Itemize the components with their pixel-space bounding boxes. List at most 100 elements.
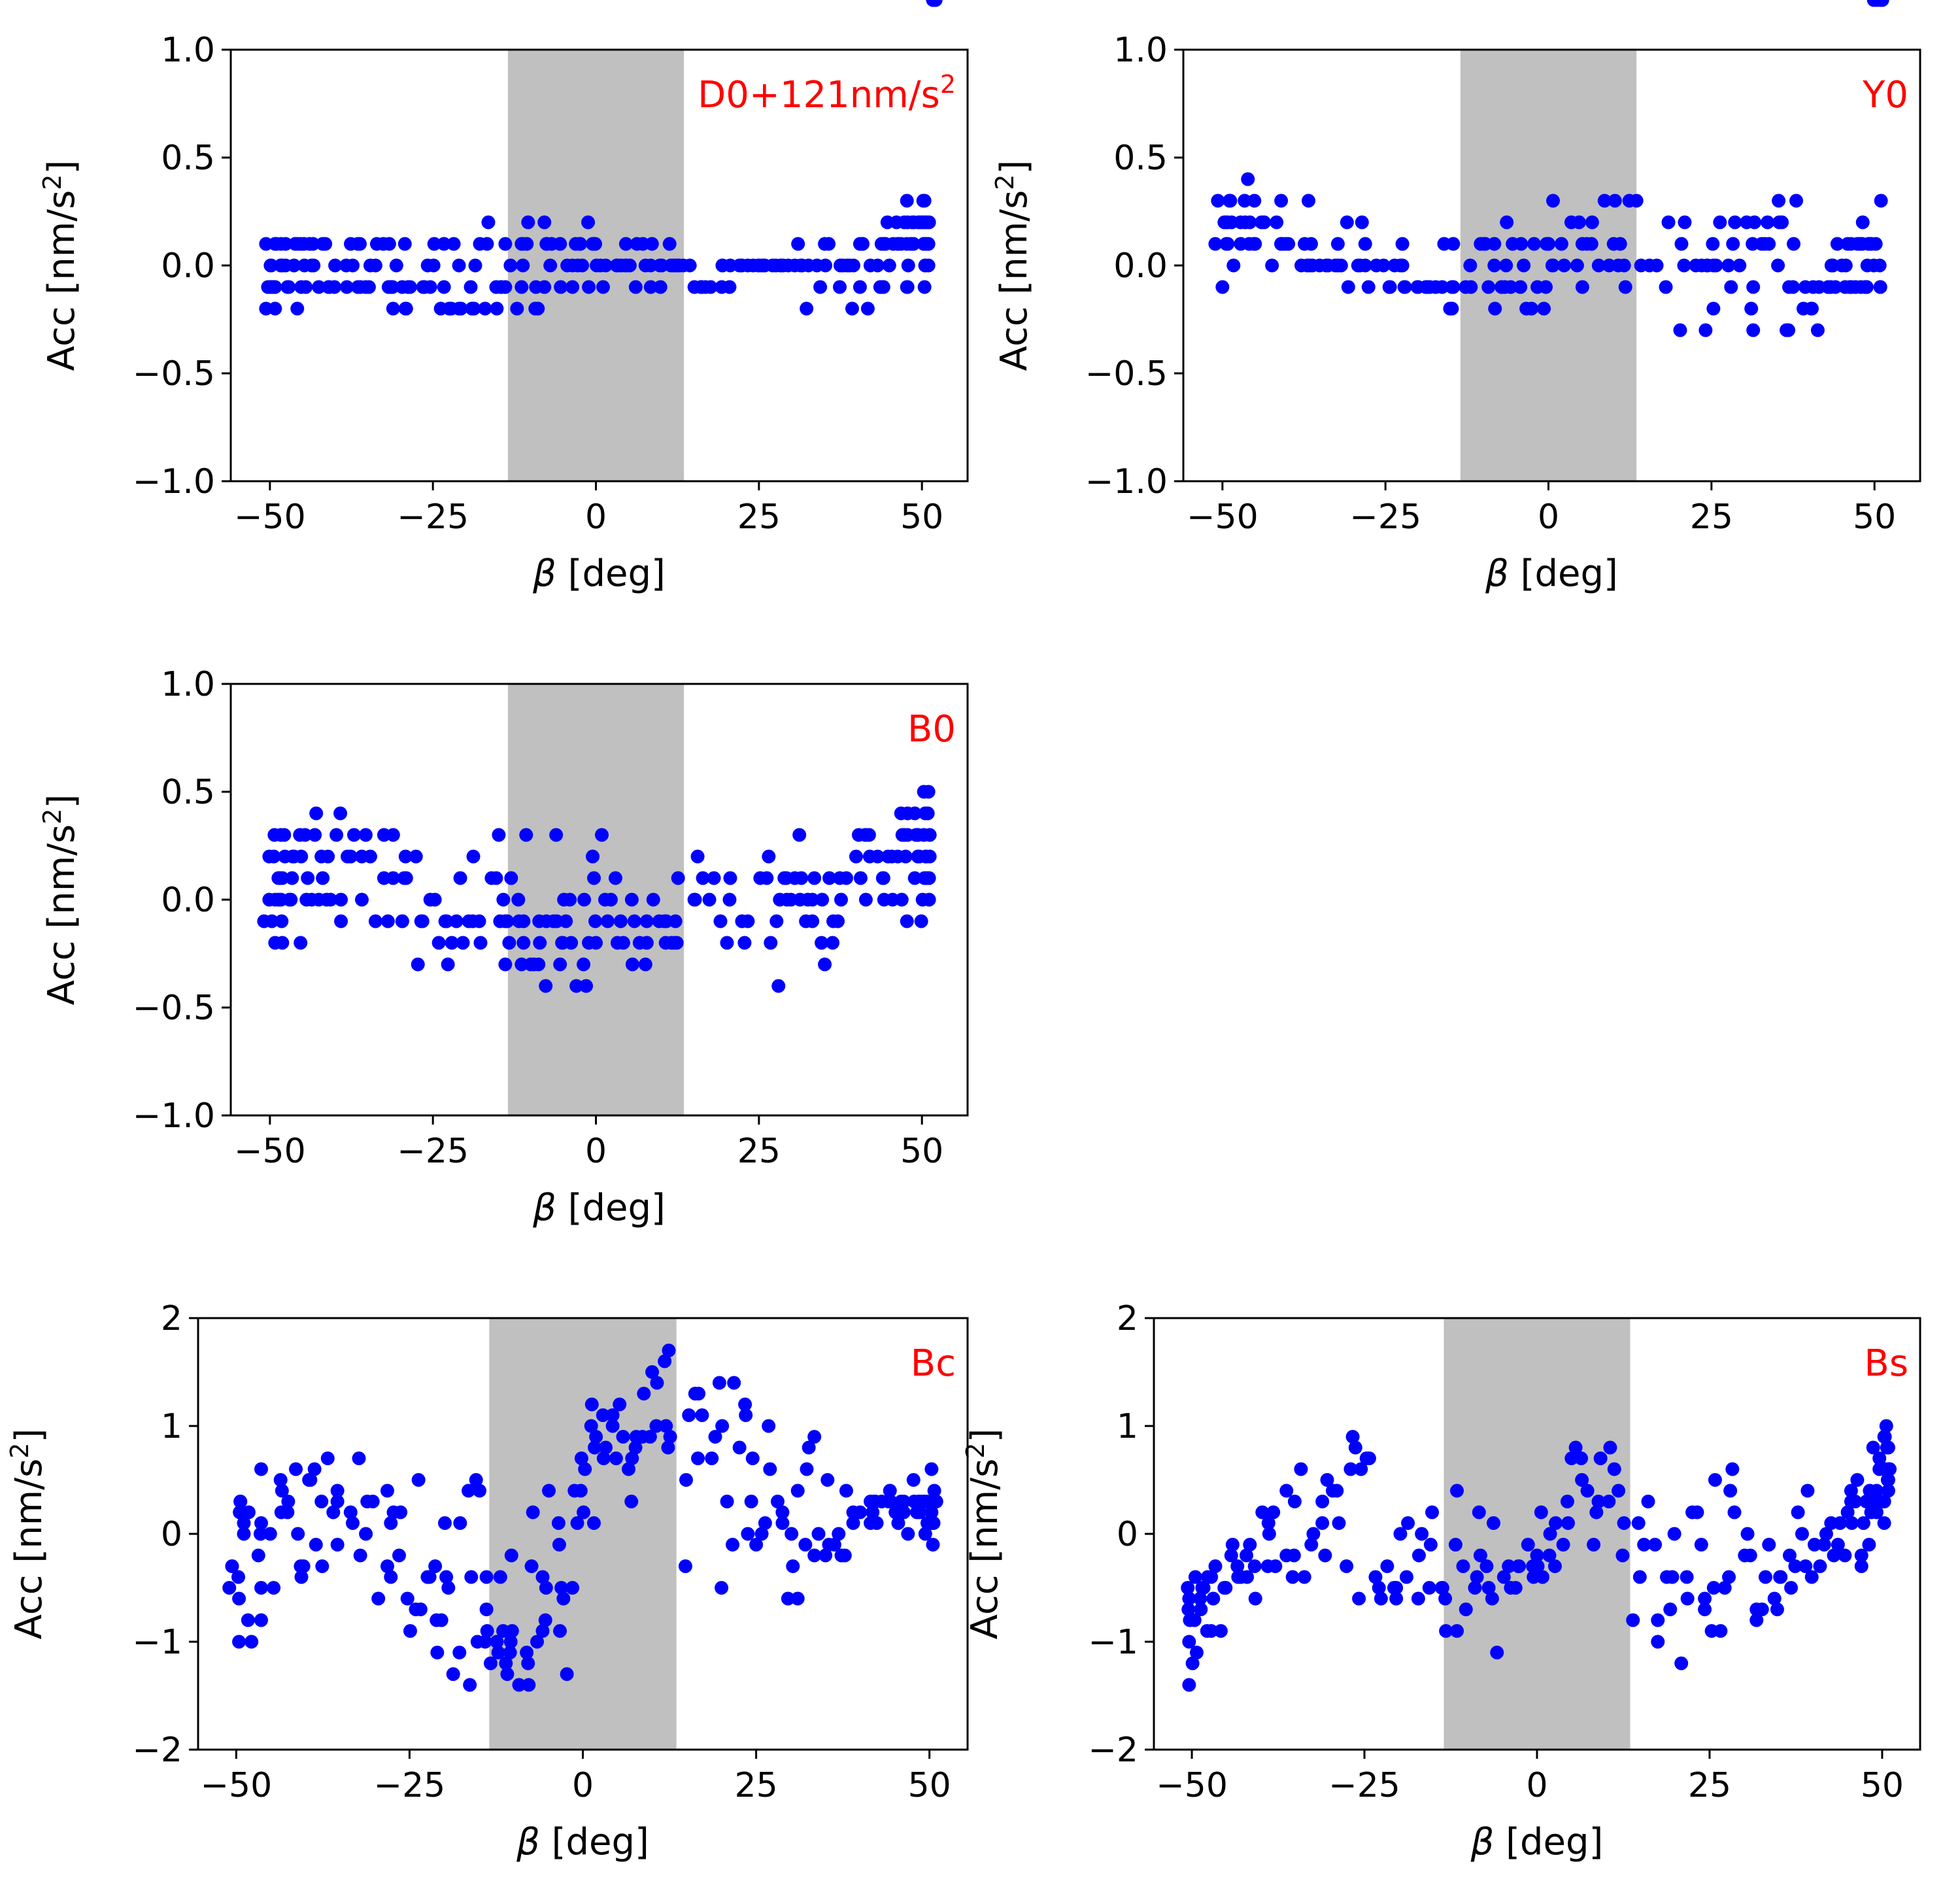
data-point: [498, 957, 513, 972]
data-point: [1368, 1570, 1383, 1584]
x-axis-label: β [deg]: [532, 552, 666, 595]
data-point: [1513, 280, 1528, 294]
data-point: [1226, 258, 1241, 273]
y-tick-label: 1.0: [161, 31, 215, 70]
data-point: [1708, 1473, 1722, 1487]
data-point: [287, 258, 301, 273]
x-tick-label: −25: [374, 1766, 446, 1805]
y-tick-label: 0.5: [161, 139, 215, 178]
x-tick-label: 0: [585, 1132, 607, 1171]
data-point: [573, 1484, 588, 1498]
data-point: [586, 1516, 601, 1530]
data-point: [1248, 1591, 1262, 1606]
data-point: [802, 1440, 816, 1455]
data-point: [741, 914, 755, 928]
data-point: [627, 914, 641, 928]
data-point: [328, 258, 343, 273]
data-point: [1241, 172, 1255, 186]
data-point: [437, 280, 451, 294]
data-point: [1593, 1451, 1608, 1465]
data-point: [1521, 1538, 1535, 1552]
data-point: [291, 1527, 305, 1541]
data-point: [723, 871, 737, 885]
data-point: [605, 1408, 620, 1422]
data-point: [645, 1365, 660, 1379]
data-point: [598, 258, 613, 273]
data-point: [659, 1419, 673, 1433]
data-point: [241, 1613, 255, 1627]
panel-label: D0+121nm/s2: [698, 70, 956, 116]
data-point: [511, 892, 526, 907]
y-tick-label: −1: [1088, 1623, 1138, 1662]
data-point: [502, 936, 516, 950]
data-point: [1608, 194, 1622, 208]
y-tick-label: 0.0: [161, 881, 215, 920]
data-point: [769, 914, 784, 928]
data-point: [671, 871, 685, 885]
x-axis-label: β [deg]: [1485, 552, 1618, 595]
data-point: [1508, 1581, 1523, 1595]
data-point: [1279, 1484, 1294, 1498]
data-point: [1543, 1527, 1557, 1541]
data-point: [1348, 1440, 1362, 1455]
x-tick-label: 50: [1861, 1766, 1904, 1805]
data-point: [678, 1559, 692, 1573]
data-point: [1706, 1581, 1721, 1595]
data-point: [386, 828, 400, 842]
scatter-series: [222, 0, 943, 1692]
data-point: [539, 1581, 553, 1595]
data-point: [463, 1678, 477, 1692]
data-point: [231, 1570, 246, 1584]
data-point: [1223, 194, 1237, 208]
data-point: [1877, 1516, 1891, 1530]
data-point: [1680, 1570, 1694, 1584]
data-point: [1545, 258, 1559, 273]
data-point: [738, 1397, 752, 1412]
data-point: [578, 1462, 592, 1476]
data-point: [263, 1527, 277, 1541]
data-point: [1248, 237, 1262, 251]
data-point: [456, 936, 470, 950]
data-point: [1353, 258, 1367, 273]
data-point: [431, 936, 446, 950]
data-point: [1727, 1505, 1742, 1519]
data-point: [322, 280, 337, 294]
data-point: [409, 849, 423, 864]
data-point: [316, 871, 330, 885]
data-point: [1667, 1527, 1681, 1541]
x-tick-label: −50: [1156, 1766, 1228, 1805]
data-point: [628, 1440, 643, 1455]
data-point: [281, 1495, 296, 1508]
data-point: [1301, 194, 1315, 208]
data-point: [275, 871, 290, 885]
data-point: [346, 258, 360, 273]
x-tick-label: −25: [1349, 498, 1421, 537]
data-point: [762, 849, 776, 864]
data-point: [715, 1581, 729, 1595]
data-point: [1698, 1603, 1712, 1616]
data-point: [1872, 1451, 1887, 1465]
data-point: [504, 871, 518, 885]
data-point: [353, 1548, 367, 1563]
data-point: [398, 849, 413, 864]
data-point: [1330, 1484, 1344, 1498]
data-point: [437, 237, 451, 251]
data-point: [707, 871, 721, 885]
data-point: [289, 1462, 303, 1476]
data-point: [744, 1495, 758, 1508]
data-point: [538, 1613, 552, 1627]
data-point: [1649, 258, 1664, 273]
data-point: [1320, 1473, 1334, 1487]
data-point: [1732, 258, 1747, 273]
data-point: [452, 1646, 467, 1659]
data-point: [1677, 258, 1691, 273]
data-point: [1372, 1581, 1386, 1595]
data-point: [790, 1484, 805, 1498]
data-point: [1602, 1495, 1616, 1508]
data-point: [818, 957, 832, 972]
data-point: [790, 1591, 805, 1606]
data-point: [1514, 237, 1529, 251]
y-tick-label: 1.0: [161, 665, 215, 704]
data-point: [454, 301, 468, 316]
data-point: [1651, 1635, 1665, 1649]
